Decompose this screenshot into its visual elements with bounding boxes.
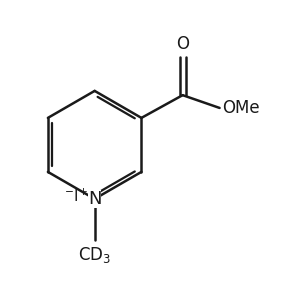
Text: $^{-}$I$^{+}$: $^{-}$I$^{+}$ (64, 188, 88, 205)
Text: N: N (88, 190, 102, 208)
Text: O: O (176, 35, 189, 53)
Text: CD$_3$: CD$_3$ (78, 245, 111, 265)
Text: OMe: OMe (222, 99, 259, 117)
